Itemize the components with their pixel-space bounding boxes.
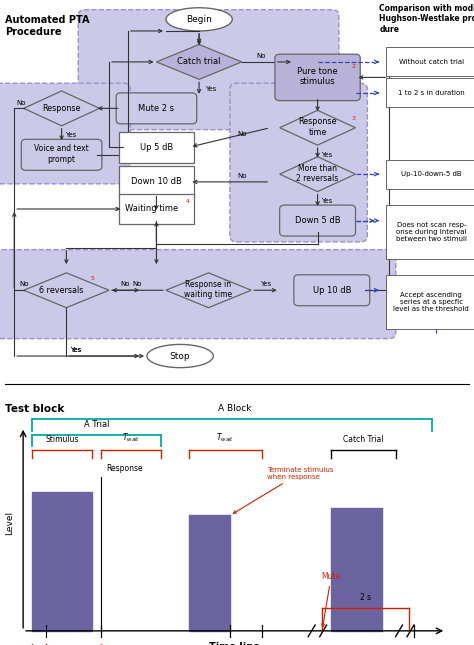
FancyBboxPatch shape: [386, 205, 474, 259]
Text: No: No: [133, 281, 142, 288]
Text: Automated PTA
Procedure: Automated PTA Procedure: [5, 15, 89, 37]
FancyBboxPatch shape: [21, 139, 102, 170]
Text: Yes: Yes: [65, 132, 77, 139]
Text: 5: 5: [91, 276, 94, 281]
Text: Response
time: Response time: [298, 117, 337, 137]
FancyBboxPatch shape: [280, 205, 356, 236]
Polygon shape: [24, 273, 109, 308]
Text: Down 5 dB: Down 5 dB: [295, 216, 340, 225]
Text: Stimulus: Stimulus: [46, 435, 79, 444]
Text: Up 10 dB: Up 10 dB: [312, 286, 351, 295]
Text: Up-10-down-5 dB: Up-10-down-5 dB: [401, 171, 462, 177]
FancyBboxPatch shape: [230, 83, 367, 242]
Polygon shape: [280, 157, 356, 192]
Polygon shape: [156, 45, 242, 79]
Polygon shape: [166, 273, 251, 308]
Text: Catch Trial: Catch Trial: [343, 435, 383, 444]
Text: $T_{wait}$: $T_{wait}$: [217, 432, 235, 444]
Ellipse shape: [147, 344, 213, 368]
Text: Without catch trial: Without catch trial: [399, 59, 464, 65]
Text: Waiting time: Waiting time: [125, 204, 178, 213]
Text: Comparison with modified
Hughson-Westlake proc-
dure: Comparison with modified Hughson-Westlak…: [379, 4, 474, 34]
Text: Response: Response: [42, 104, 81, 113]
Text: No: No: [17, 99, 26, 106]
FancyBboxPatch shape: [118, 166, 194, 197]
Text: No: No: [121, 281, 130, 288]
FancyBboxPatch shape: [386, 79, 474, 107]
Text: 2: 2: [351, 64, 355, 69]
Text: 6 reversals: 6 reversals: [39, 286, 84, 295]
Polygon shape: [280, 110, 356, 145]
FancyBboxPatch shape: [118, 132, 194, 163]
Text: Level: Level: [5, 511, 14, 535]
Text: Yes: Yes: [70, 347, 82, 353]
Text: Accept ascending
series at a specfic
level as the threshold: Accept ascending series at a specfic lev…: [393, 292, 469, 312]
Text: Terminate stimulus
when response: Terminate stimulus when response: [234, 466, 333, 513]
Text: Does not scan resp-
onse during interval
between two stimuli: Does not scan resp- onse during interval…: [396, 222, 467, 243]
Text: No: No: [256, 53, 265, 59]
Polygon shape: [24, 91, 100, 126]
Text: 4: 4: [185, 199, 189, 204]
Text: Yes: Yes: [321, 198, 333, 204]
FancyBboxPatch shape: [0, 250, 396, 339]
Text: Mute: Mute: [321, 572, 341, 627]
Text: A Trial: A Trial: [84, 420, 109, 429]
Text: Yes: Yes: [205, 86, 217, 92]
Ellipse shape: [166, 8, 232, 31]
Text: A Block: A Block: [218, 404, 251, 413]
Text: Catch trial: Catch trial: [177, 57, 221, 66]
FancyBboxPatch shape: [78, 10, 339, 130]
Text: Begin: Begin: [186, 15, 212, 24]
Text: Test block: Test block: [5, 404, 64, 413]
Text: Down 10 dB: Down 10 dB: [131, 177, 182, 186]
Text: Pure tone
stimulus: Pure tone stimulus: [297, 67, 338, 86]
Text: More than
2 reversals: More than 2 reversals: [296, 164, 339, 183]
Text: $T_{wait}$: $T_{wait}$: [122, 432, 140, 444]
FancyBboxPatch shape: [118, 194, 194, 224]
FancyBboxPatch shape: [275, 54, 360, 101]
Text: No: No: [237, 130, 246, 137]
Text: Yes: Yes: [321, 152, 333, 158]
Text: Response: Response: [106, 464, 143, 473]
FancyBboxPatch shape: [116, 93, 197, 124]
FancyBboxPatch shape: [386, 48, 474, 77]
FancyBboxPatch shape: [0, 83, 130, 184]
Text: Response in
waiting time: Response in waiting time: [184, 280, 233, 299]
FancyBboxPatch shape: [386, 159, 474, 189]
Text: Time line: Time line: [209, 642, 260, 645]
Text: No: No: [19, 281, 28, 288]
Text: 2 s: 2 s: [360, 593, 371, 602]
Text: No: No: [237, 173, 246, 179]
FancyBboxPatch shape: [294, 275, 370, 306]
Text: Mute 2 s: Mute 2 s: [138, 104, 174, 113]
Text: 1 to 2 s in duration: 1 to 2 s in duration: [398, 90, 465, 96]
Text: Up 5 dB: Up 5 dB: [140, 143, 173, 152]
Text: Yes: Yes: [70, 347, 82, 353]
FancyBboxPatch shape: [386, 275, 474, 329]
Text: Voice and text
prompt: Voice and text prompt: [34, 144, 89, 164]
Text: Stop: Stop: [170, 352, 191, 361]
Text: Yes: Yes: [260, 281, 271, 288]
Text: 3: 3: [351, 115, 355, 121]
